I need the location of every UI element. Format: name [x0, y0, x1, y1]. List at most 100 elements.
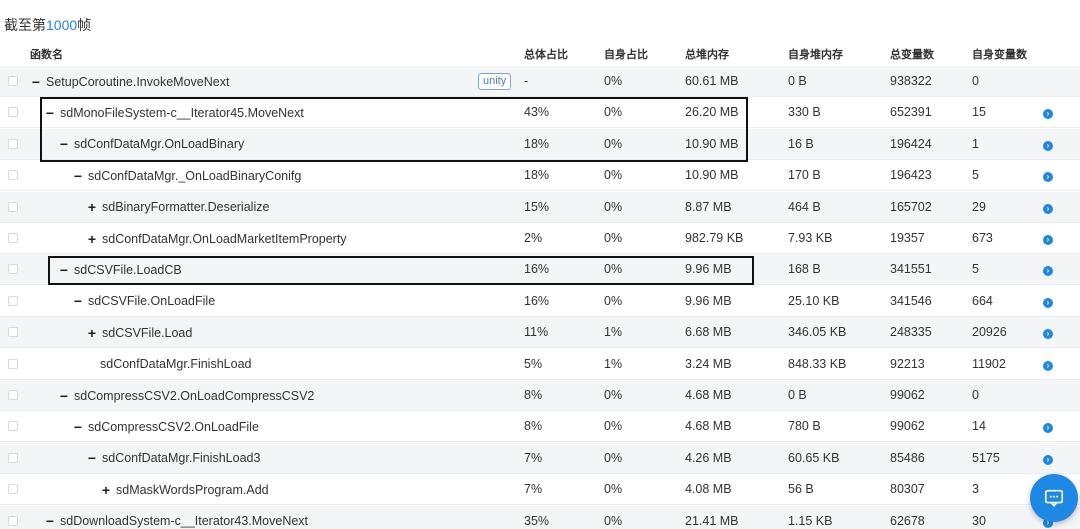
collapse-icon[interactable]: − [45, 513, 55, 529]
table-row[interactable]: − sdCSVFile.OnLoadFile 16% 0% 9.96 MB 25.10 K… [0, 285, 1080, 317]
cell-self-pct: 0% [604, 513, 623, 528]
function-name: sdCompressCSV2.OnLoadCompressCSV2 [74, 388, 315, 403]
arrow-circle-icon[interactable]: › [1043, 203, 1053, 214]
column-header-self-pct[interactable]: 自身占比 [604, 49, 648, 61]
cell-total-vars: 85486 [890, 450, 925, 465]
arrow-circle-icon[interactable]: › [1043, 140, 1053, 151]
function-name: sdMonoFileSystem-c__Iterator45.MoveNext [60, 105, 304, 120]
unity-badge: unity [478, 73, 512, 90]
arrow-circle-icon[interactable]: › [1043, 360, 1053, 371]
function-name-cell: + sdConfDataMgr.OnLoadMarketItemProperty [86, 223, 347, 254]
cell-total-heap: 60.61 MB [685, 74, 739, 88]
table-row[interactable]: + sdConfDataMgr.OnLoadMarketItemProperty 2… [0, 223, 1080, 254]
row-checkbox[interactable] [8, 295, 18, 306]
cell-total-heap: 10.90 MB [685, 136, 739, 151]
chat-bubble-icon [1044, 489, 1064, 508]
function-name: sdConfDataMgr.FinishLoad [100, 357, 252, 372]
row-checkbox[interactable] [8, 390, 18, 400]
row-checkbox[interactable] [8, 515, 18, 526]
table-row[interactable]: − sdCSVFile.LoadCB 16% 0% 9.96 MB 168 B 341551… [0, 254, 1080, 286]
frame-number: 1000 [46, 17, 78, 33]
function-name: sdConfDataMgr.OnLoadBinary [74, 137, 245, 152]
column-header-self-heap[interactable]: 自身堆内存 [788, 49, 843, 61]
column-header-total-pct[interactable]: 总体占比 [524, 49, 568, 61]
table-row[interactable]: − sdMonoFileSystem-c__Iterator45.MoveNext… [0, 97, 1080, 129]
cell-total-heap: 6.68 MB [685, 325, 732, 340]
table-row[interactable]: − sdCompressCSV2.OnLoadFile 8% 0% 4.68 MB 780… [0, 411, 1080, 443]
arrow-circle-icon[interactable]: › [1043, 297, 1053, 308]
function-name-cell: − sdDownloadSystem-c__Iterator43.MoveNext [44, 506, 308, 529]
collapse-icon[interactable]: − [87, 450, 97, 467]
row-checkbox[interactable] [8, 76, 18, 86]
cell-total-pct: 16% [524, 262, 550, 277]
arrow-circle-icon[interactable]: › [1043, 329, 1053, 340]
table-row[interactable]: − sdConfDataMgr.OnLoadBinary 18% 0% 10.90 MB… [0, 128, 1080, 160]
cell-self-vars: 15 [972, 105, 986, 120]
table-row[interactable]: + sdMaskWordsProgram.Add 7% 0% 4.08 MB 56 B 80… [0, 474, 1080, 506]
table-row[interactable]: − SetupCoroutine.InvokeMoveNext unity - 0% 60… [0, 66, 1080, 97]
table-row[interactable]: − sdConfDataMgr.FinishLoad3 7% 0% 4.26 MB 60.… [0, 442, 1080, 474]
arrow-circle-icon[interactable]: › [1043, 109, 1053, 120]
expand-icon[interactable]: + [87, 199, 97, 216]
row-checkbox[interactable] [8, 484, 18, 495]
function-name: SetupCoroutine.InvokeMoveNext [46, 74, 230, 89]
row-checkbox[interactable] [8, 233, 18, 243]
expand-icon[interactable]: + [101, 481, 111, 498]
table-row[interactable]: + sdCSVFile.Load 11% 1% 6.68 MB 346.05 KB 2483… [0, 317, 1080, 349]
row-checkbox[interactable] [8, 264, 18, 275]
arrow-circle-icon[interactable]: › [1043, 172, 1053, 183]
arrow-circle-icon[interactable]: › [1043, 266, 1053, 277]
row-checkbox[interactable] [8, 170, 18, 181]
cell-self-heap: 1.15 KB [788, 513, 833, 528]
collapse-icon[interactable]: − [73, 418, 83, 435]
cell-self-vars: 673 [972, 231, 993, 245]
collapse-icon[interactable]: − [59, 387, 69, 404]
arrow-circle-icon[interactable]: › [1043, 235, 1053, 245]
table-row[interactable]: + sdBinaryFormatter.Deserialize 15% 0% 8.87 … [0, 191, 1080, 223]
row-checkbox[interactable] [8, 358, 18, 369]
cell-total-pct: 7% [524, 450, 543, 465]
cell-self-vars: 1 [972, 136, 979, 151]
cell-self-pct: 0% [604, 419, 623, 434]
table-row[interactable]: − sdConfDataMgr._OnLoadBinaryConifg 18% 0% 1… [0, 160, 1080, 192]
collapse-icon[interactable]: − [31, 73, 41, 90]
arrow-circle-icon[interactable]: › [1043, 423, 1053, 434]
function-name: sdCSVFile.Load [102, 325, 193, 340]
function-name: sdCSVFile.OnLoadFile [88, 294, 216, 309]
cell-self-pct: 0% [604, 293, 623, 308]
cell-total-heap: 21.41 MB [685, 513, 739, 528]
table-row[interactable]: − sdDownloadSystem-c__Iterator43.MoveNext… [0, 505, 1080, 529]
row-checkbox[interactable] [8, 452, 18, 463]
collapse-icon[interactable]: − [73, 293, 83, 310]
row-checkbox[interactable] [8, 327, 18, 338]
arrow-circle-icon[interactable]: › [1043, 517, 1053, 528]
column-header-self-vars[interactable]: 自身变量数 [972, 49, 1027, 61]
column-header-total-heap[interactable]: 总堆内存 [685, 49, 729, 61]
cell-self-heap: 346.05 KB [788, 325, 847, 340]
collapse-icon[interactable]: − [45, 104, 55, 121]
function-name-cell: + sdCSVFile.Load [86, 317, 192, 348]
row-checkbox[interactable] [8, 421, 18, 432]
row-checkbox[interactable] [8, 201, 18, 212]
cell-self-vars: 5175 [972, 450, 1000, 465]
column-header-name[interactable]: 函数名 [30, 49, 63, 61]
arrow-circle-icon[interactable]: › [1043, 454, 1053, 465]
function-name: sdCompressCSV2.OnLoadFile [88, 419, 259, 434]
chat-button[interactable] [1030, 474, 1078, 522]
column-header-total-vars[interactable]: 总变量数 [890, 49, 934, 61]
expand-icon[interactable]: + [87, 230, 97, 247]
collapse-icon[interactable]: − [59, 261, 69, 278]
row-checkbox[interactable] [8, 138, 18, 149]
collapse-icon[interactable]: − [59, 136, 69, 153]
cell-total-pct: - [524, 74, 529, 88]
cell-total-vars: 938322 [890, 74, 932, 88]
table-row[interactable]: sdConfDataMgr.FinishLoad 5% 1% 3.24 MB 848.3… [0, 348, 1080, 380]
cell-total-vars: 165702 [890, 199, 932, 214]
function-name: sdConfDataMgr._OnLoadBinaryConifg [88, 168, 302, 183]
expand-icon[interactable]: + [87, 324, 97, 341]
cell-self-pct: 0% [604, 262, 623, 277]
row-checkbox[interactable] [8, 107, 18, 118]
collapse-icon[interactable]: − [73, 167, 83, 184]
table-row[interactable]: − sdCompressCSV2.OnLoadCompressCSV2 8% 0% 4.… [0, 380, 1080, 411]
cell-self-pct: 0% [604, 168, 623, 183]
